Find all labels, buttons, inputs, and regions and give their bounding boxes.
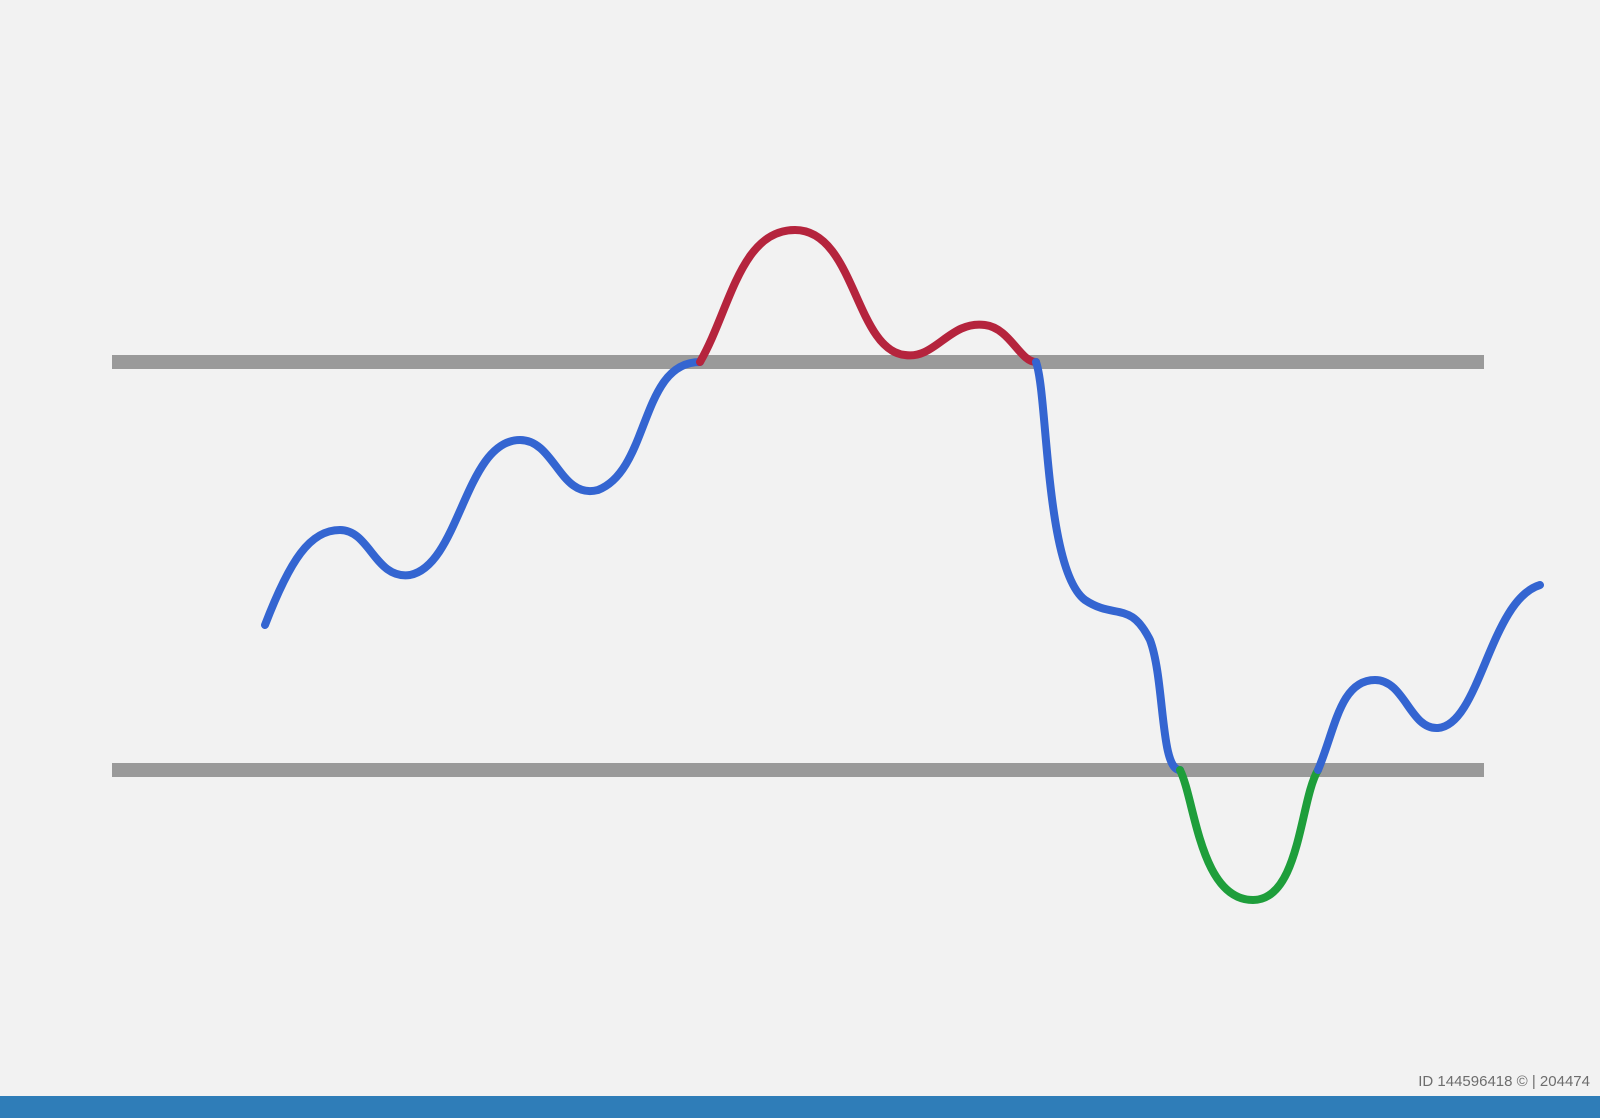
- curve-segment-blue-middle: [1036, 362, 1180, 770]
- oscillator-chart-svg: [0, 0, 1600, 1118]
- chart-canvas: ID 144596418 © | 204474: [0, 0, 1600, 1118]
- curve-segment-red-top: [700, 230, 1036, 362]
- image-id-label: ID 144596418 © | 204474: [1418, 1073, 1590, 1090]
- curve-segment-blue-left: [265, 362, 700, 625]
- curve-segment-blue-right: [1318, 585, 1540, 770]
- curve-segment-green-bottom: [1180, 770, 1318, 900]
- footer-bar: [0, 1096, 1600, 1118]
